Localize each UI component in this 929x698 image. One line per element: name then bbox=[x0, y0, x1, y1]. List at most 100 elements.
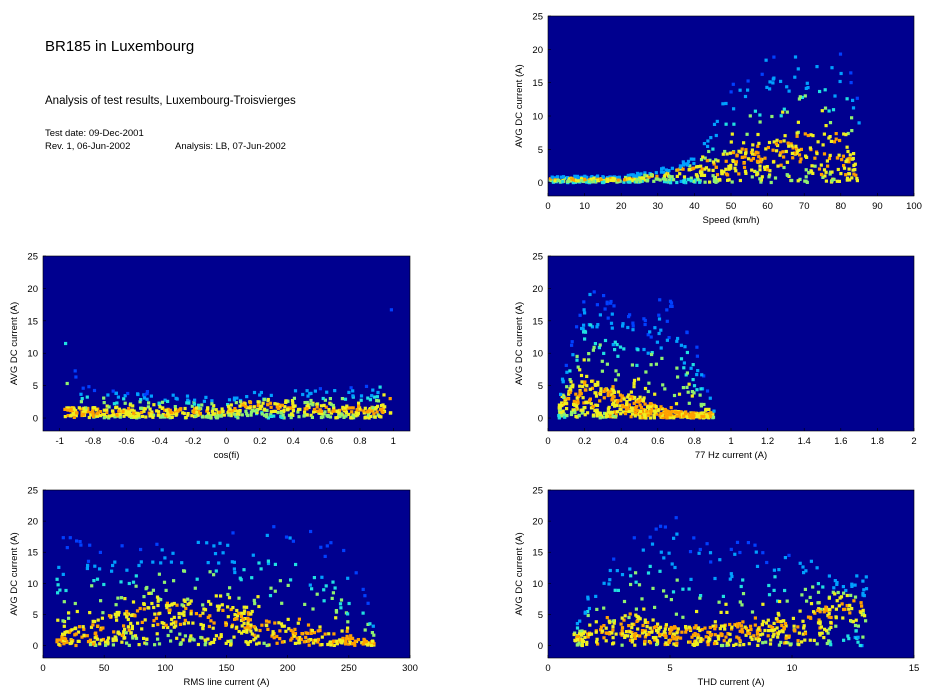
heatmap-cell bbox=[660, 167, 664, 171]
heatmap-cell bbox=[111, 563, 115, 568]
heatmap-cell bbox=[89, 413, 93, 417]
heatmap-cell bbox=[698, 180, 702, 184]
heatmap-cell bbox=[111, 643, 115, 647]
heatmap-cell bbox=[633, 406, 637, 410]
heatmap-cell bbox=[653, 638, 657, 642]
heatmap-cell bbox=[682, 414, 686, 418]
heatmap-cell bbox=[576, 401, 580, 405]
heatmap-cell bbox=[784, 636, 788, 640]
heatmap-cell bbox=[246, 623, 250, 627]
heatmap-cell bbox=[835, 156, 839, 160]
heatmap-cell bbox=[706, 144, 710, 148]
heatmap-cell bbox=[723, 149, 727, 154]
heatmap-cell bbox=[596, 323, 600, 327]
heatmap-cell bbox=[116, 395, 120, 399]
heatmap-cell bbox=[864, 619, 868, 623]
heatmap-cell bbox=[229, 607, 233, 612]
heatmap-cell bbox=[823, 106, 828, 110]
plot-area bbox=[548, 256, 914, 431]
x-tick-label: -1 bbox=[55, 436, 63, 447]
heatmap-cell bbox=[243, 626, 247, 630]
heatmap-cell bbox=[267, 643, 271, 647]
heatmap-cell bbox=[672, 642, 676, 646]
heatmap-cell bbox=[793, 75, 797, 79]
heatmap-cell bbox=[289, 638, 293, 642]
heatmap-cell bbox=[822, 152, 827, 156]
heatmap-cell bbox=[301, 392, 305, 397]
y-tick-label: 10 bbox=[27, 349, 38, 360]
heatmap-cell bbox=[724, 167, 728, 171]
heatmap-cell bbox=[252, 390, 257, 395]
heatmap-cell bbox=[233, 407, 237, 411]
heatmap-cell bbox=[275, 641, 279, 645]
heatmap-cell bbox=[322, 412, 326, 416]
heatmap-cell bbox=[815, 642, 819, 646]
heatmap-cell bbox=[657, 317, 662, 321]
heatmap-cell bbox=[702, 374, 706, 378]
heatmap-cell bbox=[96, 624, 100, 628]
heatmap-cell bbox=[191, 621, 195, 625]
heatmap-cell bbox=[87, 415, 91, 420]
heatmap-cell bbox=[131, 636, 135, 640]
heatmap-cell bbox=[226, 605, 230, 609]
heatmap-cell bbox=[573, 410, 577, 415]
heatmap-cell bbox=[827, 639, 831, 643]
heatmap-cell bbox=[760, 72, 764, 76]
heatmap-cell bbox=[643, 173, 647, 177]
heatmap-cell bbox=[730, 574, 734, 579]
heatmap-cell bbox=[626, 395, 630, 399]
heatmap-cells bbox=[55, 525, 376, 648]
heatmap-cell bbox=[630, 626, 634, 630]
heatmap-cell bbox=[369, 414, 373, 418]
heatmap-cell bbox=[611, 176, 615, 180]
heatmap-cell bbox=[240, 413, 244, 417]
heatmap-cell bbox=[703, 180, 707, 184]
heatmap-cell bbox=[350, 410, 354, 414]
heatmap-cell bbox=[611, 388, 615, 392]
heatmap-cell bbox=[668, 299, 673, 303]
y-tick-label: 20 bbox=[532, 45, 543, 56]
heatmap-cell bbox=[320, 643, 324, 647]
heatmap-cell bbox=[632, 378, 637, 382]
heatmap-cell bbox=[787, 634, 791, 638]
heatmap-cell bbox=[58, 588, 62, 592]
heatmap-cell bbox=[612, 179, 616, 183]
heatmap-cell bbox=[802, 626, 806, 630]
heatmap-cell bbox=[146, 405, 150, 409]
x-tick-label: 0 bbox=[224, 436, 229, 447]
heatmap-cell bbox=[670, 166, 674, 170]
heatmap-cell bbox=[857, 121, 861, 125]
heatmap-cell bbox=[827, 627, 831, 631]
heatmap-cell bbox=[572, 399, 576, 403]
heatmap-cell bbox=[665, 319, 669, 323]
x-tick-label: 1.8 bbox=[871, 436, 884, 447]
heatmap-cell bbox=[628, 567, 632, 571]
heatmap-cell bbox=[164, 603, 169, 607]
heatmap-cell bbox=[759, 157, 763, 161]
heatmap-cell bbox=[577, 641, 581, 645]
heatmap-cell bbox=[759, 180, 763, 184]
heatmap-cell bbox=[363, 628, 367, 632]
heatmap-cell bbox=[629, 406, 633, 410]
heatmap-cell bbox=[782, 165, 786, 170]
y-tick-label: 5 bbox=[33, 610, 38, 621]
heatmap-cell bbox=[368, 398, 372, 402]
heatmap-cell bbox=[845, 158, 849, 162]
heatmap-cell bbox=[266, 403, 270, 407]
x-tick-label: 1.2 bbox=[761, 436, 774, 447]
heatmap-cell bbox=[755, 629, 759, 633]
heatmap-cell bbox=[724, 122, 728, 126]
heatmap-cell bbox=[234, 401, 238, 405]
heatmap-cell bbox=[610, 312, 614, 316]
heatmap-cell bbox=[162, 580, 167, 584]
heatmap-cell bbox=[645, 625, 649, 629]
heatmap-cell bbox=[357, 401, 361, 405]
heatmap-cell bbox=[611, 397, 615, 401]
heatmap-cell bbox=[769, 180, 773, 185]
heatmap-cell bbox=[667, 640, 671, 644]
heatmap-cell bbox=[594, 630, 598, 634]
heatmap-cell bbox=[853, 595, 858, 599]
heatmap-cell bbox=[86, 406, 90, 410]
heatmap-cell bbox=[233, 613, 237, 617]
